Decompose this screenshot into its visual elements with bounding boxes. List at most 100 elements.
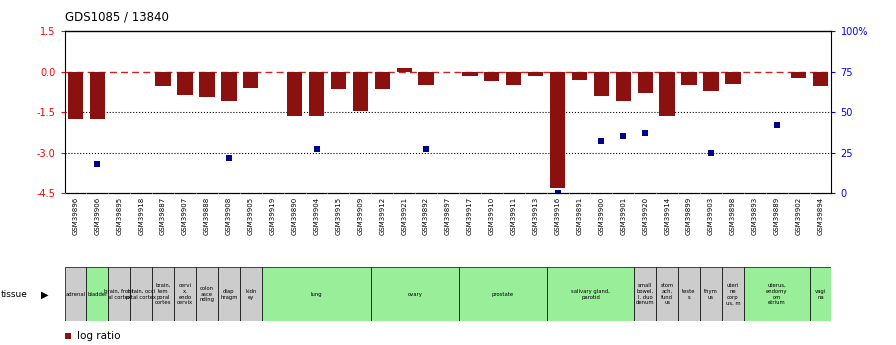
Text: GSM39896: GSM39896 — [73, 197, 79, 235]
Text: lung: lung — [311, 292, 323, 297]
Text: vagi
na: vagi na — [814, 289, 826, 299]
Text: GDS1085 / 13840: GDS1085 / 13840 — [65, 10, 168, 23]
Text: GSM39918: GSM39918 — [138, 197, 144, 235]
Text: GSM39919: GSM39919 — [270, 197, 276, 235]
Text: prostate: prostate — [492, 292, 513, 297]
Text: GSM39893: GSM39893 — [752, 197, 758, 235]
Text: GSM39915: GSM39915 — [335, 197, 341, 235]
Text: GSM39894: GSM39894 — [817, 197, 823, 235]
Bar — [240, 267, 262, 321]
Bar — [725, 71, 741, 84]
Bar — [656, 267, 678, 321]
Text: cervi
x,
endo
cervix: cervi x, endo cervix — [177, 283, 194, 305]
Bar — [90, 71, 105, 119]
Bar — [813, 71, 828, 87]
Bar — [462, 71, 478, 76]
Bar — [681, 71, 697, 85]
Text: tissue: tissue — [1, 290, 28, 299]
Bar — [309, 71, 324, 116]
Text: GSM39899: GSM39899 — [686, 197, 692, 235]
Bar — [634, 267, 656, 321]
Bar — [152, 267, 174, 321]
Bar — [703, 71, 719, 90]
Text: GSM39906: GSM39906 — [94, 197, 100, 235]
Bar — [353, 71, 368, 111]
Bar — [722, 267, 744, 321]
Text: kidn
ey: kidn ey — [246, 289, 256, 299]
Bar — [174, 267, 196, 321]
Bar — [155, 71, 171, 87]
Bar — [243, 71, 258, 88]
Text: GSM39888: GSM39888 — [204, 197, 210, 235]
Bar — [678, 267, 700, 321]
Text: GSM39901: GSM39901 — [620, 197, 626, 235]
Text: GSM39904: GSM39904 — [314, 197, 320, 235]
Bar — [700, 267, 722, 321]
Text: salivary gland,
parotid: salivary gland, parotid — [571, 289, 610, 299]
Text: small
bowel,
l. duo
denum: small bowel, l. duo denum — [636, 283, 655, 305]
Text: GSM39913: GSM39913 — [532, 197, 538, 235]
Bar — [65, 267, 86, 321]
Text: diap
hragm: diap hragm — [220, 289, 237, 299]
Text: GSM39897: GSM39897 — [445, 197, 451, 235]
Bar — [791, 71, 806, 78]
Text: GSM39921: GSM39921 — [401, 197, 407, 235]
Bar — [810, 267, 831, 321]
Bar — [659, 71, 675, 116]
Text: brain,
tem
poral
cortex: brain, tem poral cortex — [155, 283, 171, 305]
Text: teste
s: teste s — [682, 289, 696, 299]
Text: colon
asce
nding: colon asce nding — [200, 286, 214, 303]
Bar — [616, 71, 631, 101]
Text: GSM39907: GSM39907 — [182, 197, 188, 235]
Text: GSM39900: GSM39900 — [599, 197, 605, 235]
Bar — [484, 71, 499, 81]
Bar — [528, 71, 543, 76]
Text: GSM39908: GSM39908 — [226, 197, 232, 235]
Text: GSM39910: GSM39910 — [489, 197, 495, 235]
Bar — [199, 71, 215, 97]
Bar — [86, 267, 108, 321]
Bar — [218, 267, 240, 321]
Bar — [130, 267, 152, 321]
Text: uteri
ne
corp
us, m: uteri ne corp us, m — [726, 283, 740, 305]
Bar — [371, 267, 459, 321]
Bar — [196, 267, 218, 321]
Bar — [638, 71, 653, 93]
Bar — [221, 71, 237, 101]
Bar — [262, 267, 371, 321]
Bar — [108, 267, 130, 321]
Text: ▶: ▶ — [41, 290, 48, 300]
Text: thym
us: thym us — [704, 289, 718, 299]
Bar — [506, 71, 521, 85]
Bar — [397, 68, 412, 71]
Text: GSM39909: GSM39909 — [358, 197, 364, 235]
Text: GSM39903: GSM39903 — [708, 197, 714, 235]
Text: GSM39912: GSM39912 — [379, 197, 385, 235]
Text: GSM39916: GSM39916 — [555, 197, 561, 235]
Bar — [177, 71, 193, 95]
Text: GSM39892: GSM39892 — [423, 197, 429, 235]
Text: GSM39917: GSM39917 — [467, 197, 473, 235]
Text: stom
ach,
fund
us: stom ach, fund us — [660, 283, 674, 305]
Text: GSM39898: GSM39898 — [730, 197, 736, 235]
Text: GSM39887: GSM39887 — [160, 197, 166, 235]
Text: GSM39891: GSM39891 — [576, 197, 582, 235]
Bar — [375, 71, 390, 89]
Text: GSM39890: GSM39890 — [291, 197, 297, 235]
Text: ovary: ovary — [408, 292, 423, 297]
Bar — [744, 267, 810, 321]
Bar — [572, 71, 587, 80]
Text: adrenal: adrenal — [65, 292, 85, 297]
Text: brain, occi
pital cortex: brain, occi pital cortex — [126, 289, 156, 299]
Text: brain, front
al cortex: brain, front al cortex — [105, 289, 134, 299]
Bar — [547, 267, 634, 321]
Text: uterus,
endomy
om
etrium: uterus, endomy om etrium — [766, 283, 788, 305]
Bar — [550, 71, 565, 188]
Text: GSM39895: GSM39895 — [116, 197, 122, 235]
Text: GSM39889: GSM39889 — [774, 197, 780, 235]
Text: GSM39920: GSM39920 — [642, 197, 648, 235]
Text: GSM39902: GSM39902 — [796, 197, 802, 235]
Bar — [418, 71, 434, 85]
Text: GSM39905: GSM39905 — [248, 197, 254, 235]
Text: bladder: bladder — [87, 292, 108, 297]
